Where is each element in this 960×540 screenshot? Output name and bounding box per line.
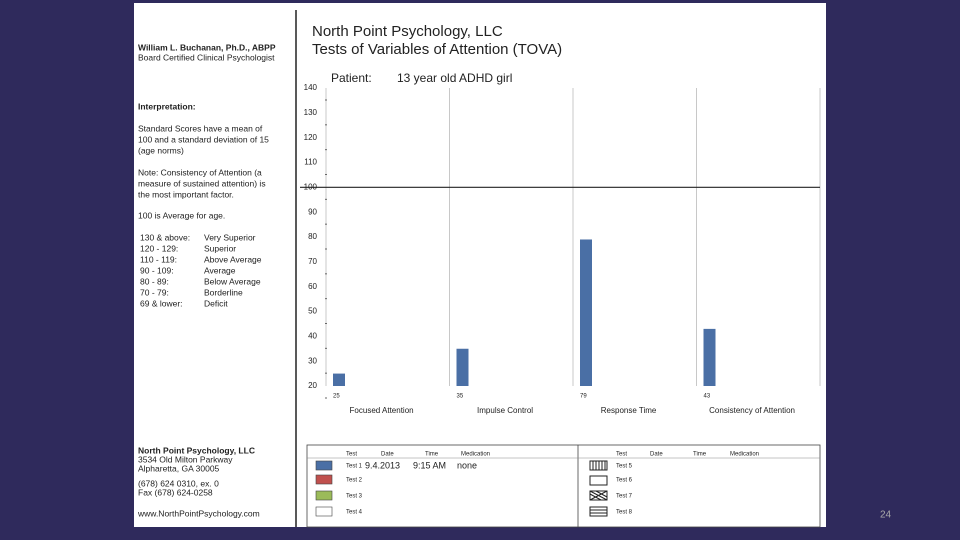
legend-date: 9.4.2013 [365, 460, 400, 470]
scale-range: 110 - 119: [140, 254, 177, 264]
interpretation-line: (age norms) [138, 145, 184, 155]
legend-header: Test [616, 452, 627, 458]
swatch [589, 475, 608, 486]
credential: Board Certified Clinical Psychologist [138, 52, 275, 62]
legend-test: Test 6 [616, 478, 633, 484]
legend-test: Test 1 [346, 464, 363, 470]
legend-test: Test 3 [346, 494, 363, 500]
scale-label: Below Average [204, 276, 261, 286]
y-tick-label: 50 [308, 307, 317, 316]
y-tick-label: 30 [308, 356, 317, 365]
note-line: measure of sustained attention) is [138, 178, 266, 188]
legend-test: Test 7 [616, 494, 633, 500]
y-tick-label: 110 [304, 158, 317, 167]
scale-label: Very Superior [204, 232, 256, 242]
address-line: North Point Psychology, LLC [138, 445, 255, 455]
average: 100 is Average for age. [138, 210, 225, 220]
legend-medication: none [457, 460, 477, 470]
y-tick-label: 130 [304, 108, 318, 117]
legend-time: 9:15 AM [413, 460, 446, 470]
scale-label: Superior [204, 243, 236, 253]
value-label: 35 [457, 394, 464, 400]
legend-header: Medication [730, 452, 759, 458]
note-line: the most important factor. [138, 189, 234, 199]
x-tick-label: Focused Attention [350, 406, 414, 415]
legend-test: Test 5 [616, 464, 633, 470]
address-line: Alpharetta, GA 30005 [138, 463, 220, 473]
legend-header: Time [693, 452, 707, 458]
legend-test: Test 2 [346, 478, 363, 484]
x-tick-label: Consistency of Attention [709, 406, 795, 415]
hatch [589, 490, 608, 501]
legend-swatch [315, 490, 333, 501]
y-tick-label: 60 [308, 282, 317, 291]
y-tick-label: 140 [304, 83, 318, 92]
bar [333, 373, 345, 386]
bar [703, 328, 716, 386]
y-tick-label: 70 [308, 257, 317, 266]
scale-label: Deficit [204, 298, 228, 308]
x-tick-label: Response Time [601, 406, 657, 415]
legend-header: Test [346, 452, 357, 458]
legend-swatch [315, 474, 333, 485]
address-line: Fax (678) 624-0258 [138, 487, 213, 497]
scale-range: 80 - 89: [140, 276, 169, 286]
legend-header: Time [425, 452, 439, 458]
address-line: (678) 624 0310, ex. 0 [138, 478, 219, 488]
interpretation-line: Standard Scores have a mean of [138, 123, 263, 133]
title: North Point Psychology, LLC [312, 23, 503, 40]
value-label: 79 [580, 394, 587, 400]
scale-range: 120 - 129: [140, 243, 178, 253]
x-tick-label: Impulse Control [477, 406, 533, 415]
document [134, 3, 826, 527]
scale-label: Borderline [204, 287, 243, 297]
scale-range: 130 & above: [140, 232, 190, 242]
y-tick-label: 40 [308, 331, 317, 340]
legend-box [306, 444, 821, 528]
scale-label: Above Average [204, 254, 262, 264]
value-label: 25 [333, 394, 340, 400]
patient: 13 year old ADHD girl [397, 71, 512, 85]
address-line: www.NorthPointPsychology.com [137, 508, 260, 518]
patterns [589, 460, 608, 517]
y-tick-label: 90 [308, 207, 317, 216]
legend-test: Test 8 [616, 510, 633, 516]
note-line: Note: Consistency of Attention (a [138, 167, 262, 177]
subtitle: Tests of Variables of Attention (TOVA) [312, 41, 562, 58]
value-label: 43 [704, 394, 711, 400]
legend-header: Medication [461, 452, 490, 458]
y-tick-label: 20 [308, 381, 317, 390]
bar [580, 239, 592, 386]
legend-swatch [315, 460, 333, 471]
patient-label: Patient: [331, 71, 372, 85]
y-tick-label: 80 [308, 232, 317, 241]
y-tick-label: 120 [304, 133, 318, 142]
scale-range: 70 - 79: [140, 287, 169, 297]
bar [456, 348, 469, 386]
hatch [592, 461, 606, 470]
author: William L. Buchanan, Ph.D., ABPP [138, 42, 276, 52]
legend-header: Date [381, 452, 394, 458]
page-number: 24 [880, 510, 892, 521]
legend-swatch [315, 506, 333, 517]
swatch [589, 506, 608, 517]
address-line: 3534 Old Milton Parkway [138, 454, 233, 464]
scale-range: 90 - 109: [140, 265, 174, 275]
legend-test: Test 4 [346, 510, 363, 516]
scale-range: 69 & lower: [140, 298, 183, 308]
legend-header: Date [650, 452, 663, 458]
hatch [590, 509, 607, 514]
heading: Interpretation: [138, 101, 196, 111]
scale-label: Average [204, 265, 236, 275]
interpretation-line: 100 and a standard deviation of 15 [138, 134, 269, 144]
